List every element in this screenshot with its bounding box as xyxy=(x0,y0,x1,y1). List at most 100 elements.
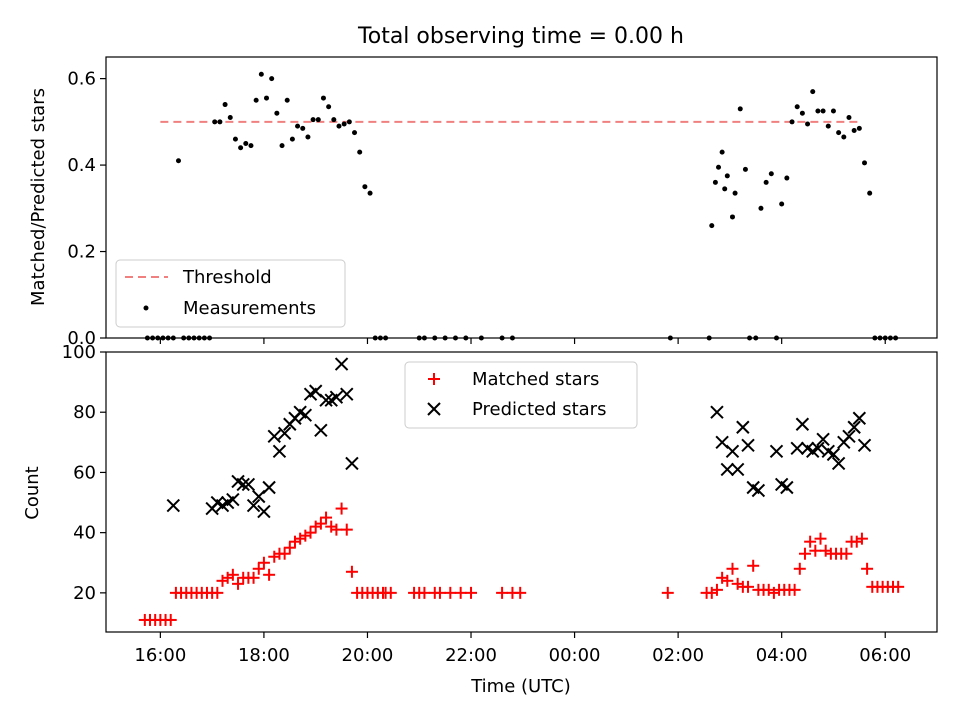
matched-star-point xyxy=(840,547,853,560)
bottom-legend-box xyxy=(404,361,638,429)
measurement-point xyxy=(243,140,249,146)
predicted-star-point xyxy=(166,498,181,513)
bottom-y-tick-label: 20 xyxy=(73,583,96,604)
measurement-point xyxy=(732,190,738,196)
predicted-star-point xyxy=(725,444,740,459)
measurement-point xyxy=(274,110,280,116)
measurement-point xyxy=(867,190,873,196)
predicted-star-point xyxy=(720,462,735,477)
measurement-point xyxy=(810,89,816,95)
measurement-point xyxy=(331,117,337,123)
matched-star-point xyxy=(164,613,177,626)
measurement-point xyxy=(326,104,332,110)
legend-matched-label: Matched stars xyxy=(472,369,599,390)
x-tick-label: 22:00 xyxy=(445,645,497,666)
matched-star-point xyxy=(314,517,327,530)
predicted-star-point xyxy=(319,393,333,407)
matched-star-point xyxy=(263,568,276,581)
measurement-point xyxy=(175,158,181,164)
measurement-point xyxy=(284,97,290,103)
measurement-point xyxy=(295,123,301,129)
x-tick-label: 18:00 xyxy=(238,645,290,666)
measurement-point xyxy=(799,110,805,116)
measurement-point xyxy=(841,134,847,140)
measurement-point xyxy=(367,190,373,196)
bottom-y-tick-label: 100 xyxy=(62,342,96,363)
measurement-point xyxy=(815,108,821,114)
predicted-star-point xyxy=(246,498,261,513)
measurement-point xyxy=(346,119,352,125)
matched-star-point xyxy=(804,535,817,548)
matched-star-point xyxy=(742,580,755,593)
measurement-point xyxy=(264,95,270,101)
measurement-point xyxy=(315,117,321,123)
top-y-ticks: 0.0 0.2 0.4 0.6 xyxy=(67,69,106,349)
matched-star-point xyxy=(892,580,905,593)
matched-star-point xyxy=(433,586,446,599)
predicted-star-point xyxy=(226,492,240,507)
x-tick-label: 16:00 xyxy=(134,645,186,666)
measurement-point xyxy=(805,121,811,127)
matched-star-point xyxy=(814,532,827,545)
predicted-star-point xyxy=(826,447,841,462)
measurement-point xyxy=(341,121,347,127)
matched-star-point xyxy=(465,586,478,599)
matched-star-point xyxy=(710,583,723,596)
bottom-x-ticks: 16:00 18:00 20:00 22:00 00:00 02:00 04:00 06:00 xyxy=(134,632,911,666)
top-x-tick-marks xyxy=(159,338,886,344)
measurement-point xyxy=(729,214,735,220)
matched-star-point xyxy=(257,556,270,569)
top-y-tick-label: 0.2 xyxy=(67,242,96,263)
predicted-star-point xyxy=(857,438,872,453)
measurement-point xyxy=(742,166,748,172)
bottom-axes-frame xyxy=(105,351,938,633)
matched-star-point xyxy=(496,586,509,599)
chart-title: Total observing time = 0.00 h xyxy=(357,24,684,49)
predicted-star-point xyxy=(842,429,856,444)
measurement-point xyxy=(305,134,311,140)
matched-star-point xyxy=(661,586,674,599)
measurement-point xyxy=(248,143,254,149)
predicted-star-point xyxy=(340,387,354,401)
matched-star-point xyxy=(247,571,260,584)
predicted-star-point xyxy=(847,420,861,434)
measurement-point xyxy=(227,115,233,121)
measurement-point xyxy=(258,71,264,77)
measurement-point xyxy=(238,145,244,151)
measurement-point xyxy=(362,184,368,190)
measurement-point xyxy=(357,149,363,155)
measurement-point xyxy=(825,123,831,129)
predicted-star-point xyxy=(298,408,313,422)
predicted-star-point xyxy=(780,480,794,495)
matched-star-point xyxy=(283,541,296,554)
top-legend: Threshold Measurements xyxy=(115,259,346,328)
measurement-point xyxy=(336,123,342,129)
matched-star-point xyxy=(855,532,868,545)
measurement-point xyxy=(779,201,785,207)
matched-star-point xyxy=(232,577,245,590)
measurement-point xyxy=(820,108,826,114)
matched-star-point xyxy=(798,547,811,560)
measurement-point xyxy=(836,130,842,136)
measurement-point xyxy=(352,130,358,136)
bottom-y-tick-label: 40 xyxy=(73,523,96,544)
matched-star-point xyxy=(211,586,224,599)
matched-star-point xyxy=(721,574,734,587)
legend-threshold-label: Threshold xyxy=(182,267,272,288)
measurement-point xyxy=(709,223,715,229)
top-y-tick-label: 0.4 xyxy=(67,155,96,176)
predicted-star-point xyxy=(741,438,755,453)
predicted-star-point xyxy=(257,504,271,519)
predicted-star-point xyxy=(267,429,281,444)
measurement-point xyxy=(722,186,728,192)
matched-star-point xyxy=(444,586,457,599)
measurement-point xyxy=(724,173,730,179)
bottom-y-axis-label: Count xyxy=(22,466,43,519)
bottom-plot-area xyxy=(138,357,905,626)
predicted-star-point xyxy=(736,420,750,434)
matched-star-point xyxy=(330,523,343,536)
predicted-star-point xyxy=(345,456,359,471)
measurement-point xyxy=(784,175,790,181)
